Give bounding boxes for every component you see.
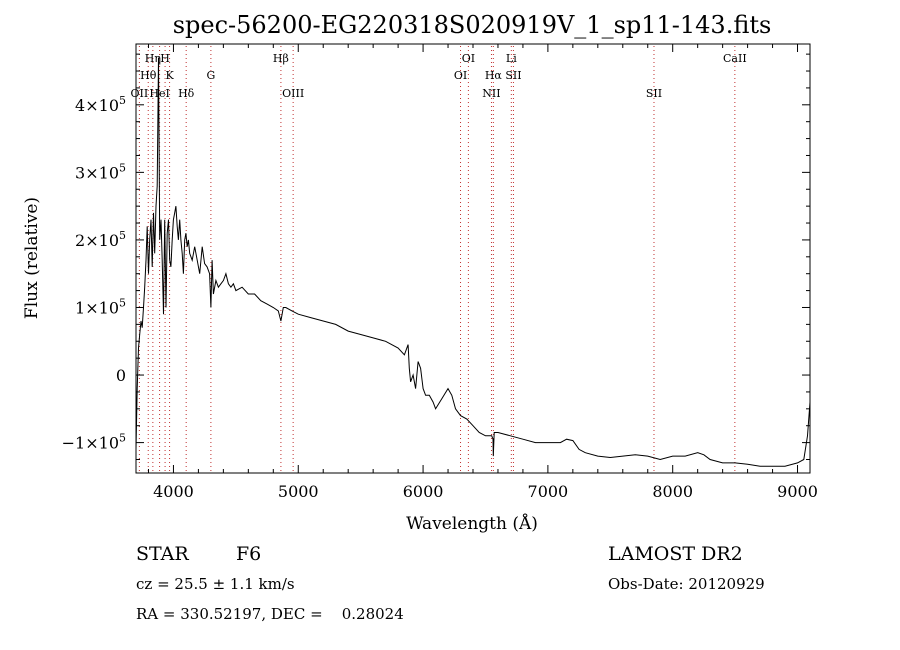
line-label: Li bbox=[506, 52, 517, 65]
y-tick-label: −1×105 bbox=[62, 432, 126, 453]
line-label: SII bbox=[505, 69, 521, 82]
line-label: HeI bbox=[149, 87, 169, 100]
line-label: Hβ bbox=[273, 52, 289, 65]
x-tick-label: 9000 bbox=[777, 482, 818, 501]
observation-date: Obs-Date: 20120929 bbox=[608, 575, 765, 593]
x-tick-label: 6000 bbox=[403, 482, 444, 501]
y-axis-title: Flux (relative) bbox=[22, 197, 42, 319]
x-tick-label: 5000 bbox=[278, 482, 319, 501]
line-label: Hη bbox=[145, 52, 161, 65]
x-tick-label: 7000 bbox=[528, 482, 569, 501]
line-label: Hθ bbox=[140, 69, 157, 82]
x-axis: 4000 5000 6000 7000 8000 9000 bbox=[147, 44, 818, 501]
x-axis-title: Wavelength (Å) bbox=[406, 513, 538, 534]
line-markers bbox=[138, 46, 736, 472]
object-subclass: F6 bbox=[236, 543, 261, 565]
x-tick-label: 8000 bbox=[652, 482, 693, 501]
y-tick-label: 3×105 bbox=[75, 161, 126, 182]
line-label: H bbox=[160, 52, 170, 65]
line-label: OI bbox=[454, 69, 467, 82]
line-label: Hδ bbox=[178, 87, 195, 100]
x-tick-label: 4000 bbox=[153, 482, 194, 501]
line-label: OIII bbox=[282, 87, 304, 100]
line-label: OII bbox=[131, 87, 149, 100]
y-tick-label: 1×105 bbox=[75, 296, 126, 317]
plot-frame bbox=[135, 43, 811, 474]
line-label: OI bbox=[462, 52, 475, 65]
y-tick-label: 4×105 bbox=[75, 94, 126, 115]
redshift-velocity: cz = 25.5 ± 1.1 km/s bbox=[136, 575, 295, 593]
line-label: CaII bbox=[723, 52, 747, 65]
sky-coordinates: RA = 330.52197, DEC = 0.28024 bbox=[136, 605, 404, 623]
y-tick-label: 0 bbox=[116, 366, 126, 385]
y-tick-label: 2×105 bbox=[75, 229, 126, 250]
line-label: Hα bbox=[485, 69, 503, 82]
line-label: NII bbox=[482, 87, 500, 100]
survey-name: LAMOST DR2 bbox=[608, 543, 743, 565]
spectrum-line bbox=[135, 57, 811, 467]
object-class: STAR bbox=[136, 543, 189, 565]
y-axis: −1×105 0 1×105 2×105 3×105 4×105 bbox=[62, 53, 810, 460]
chart-title: spec-56200-EG220318S020919V_1_sp11-143.f… bbox=[173, 11, 772, 39]
line-label: K bbox=[165, 69, 174, 82]
line-label: G bbox=[206, 69, 215, 82]
line-label: SII bbox=[646, 87, 662, 100]
